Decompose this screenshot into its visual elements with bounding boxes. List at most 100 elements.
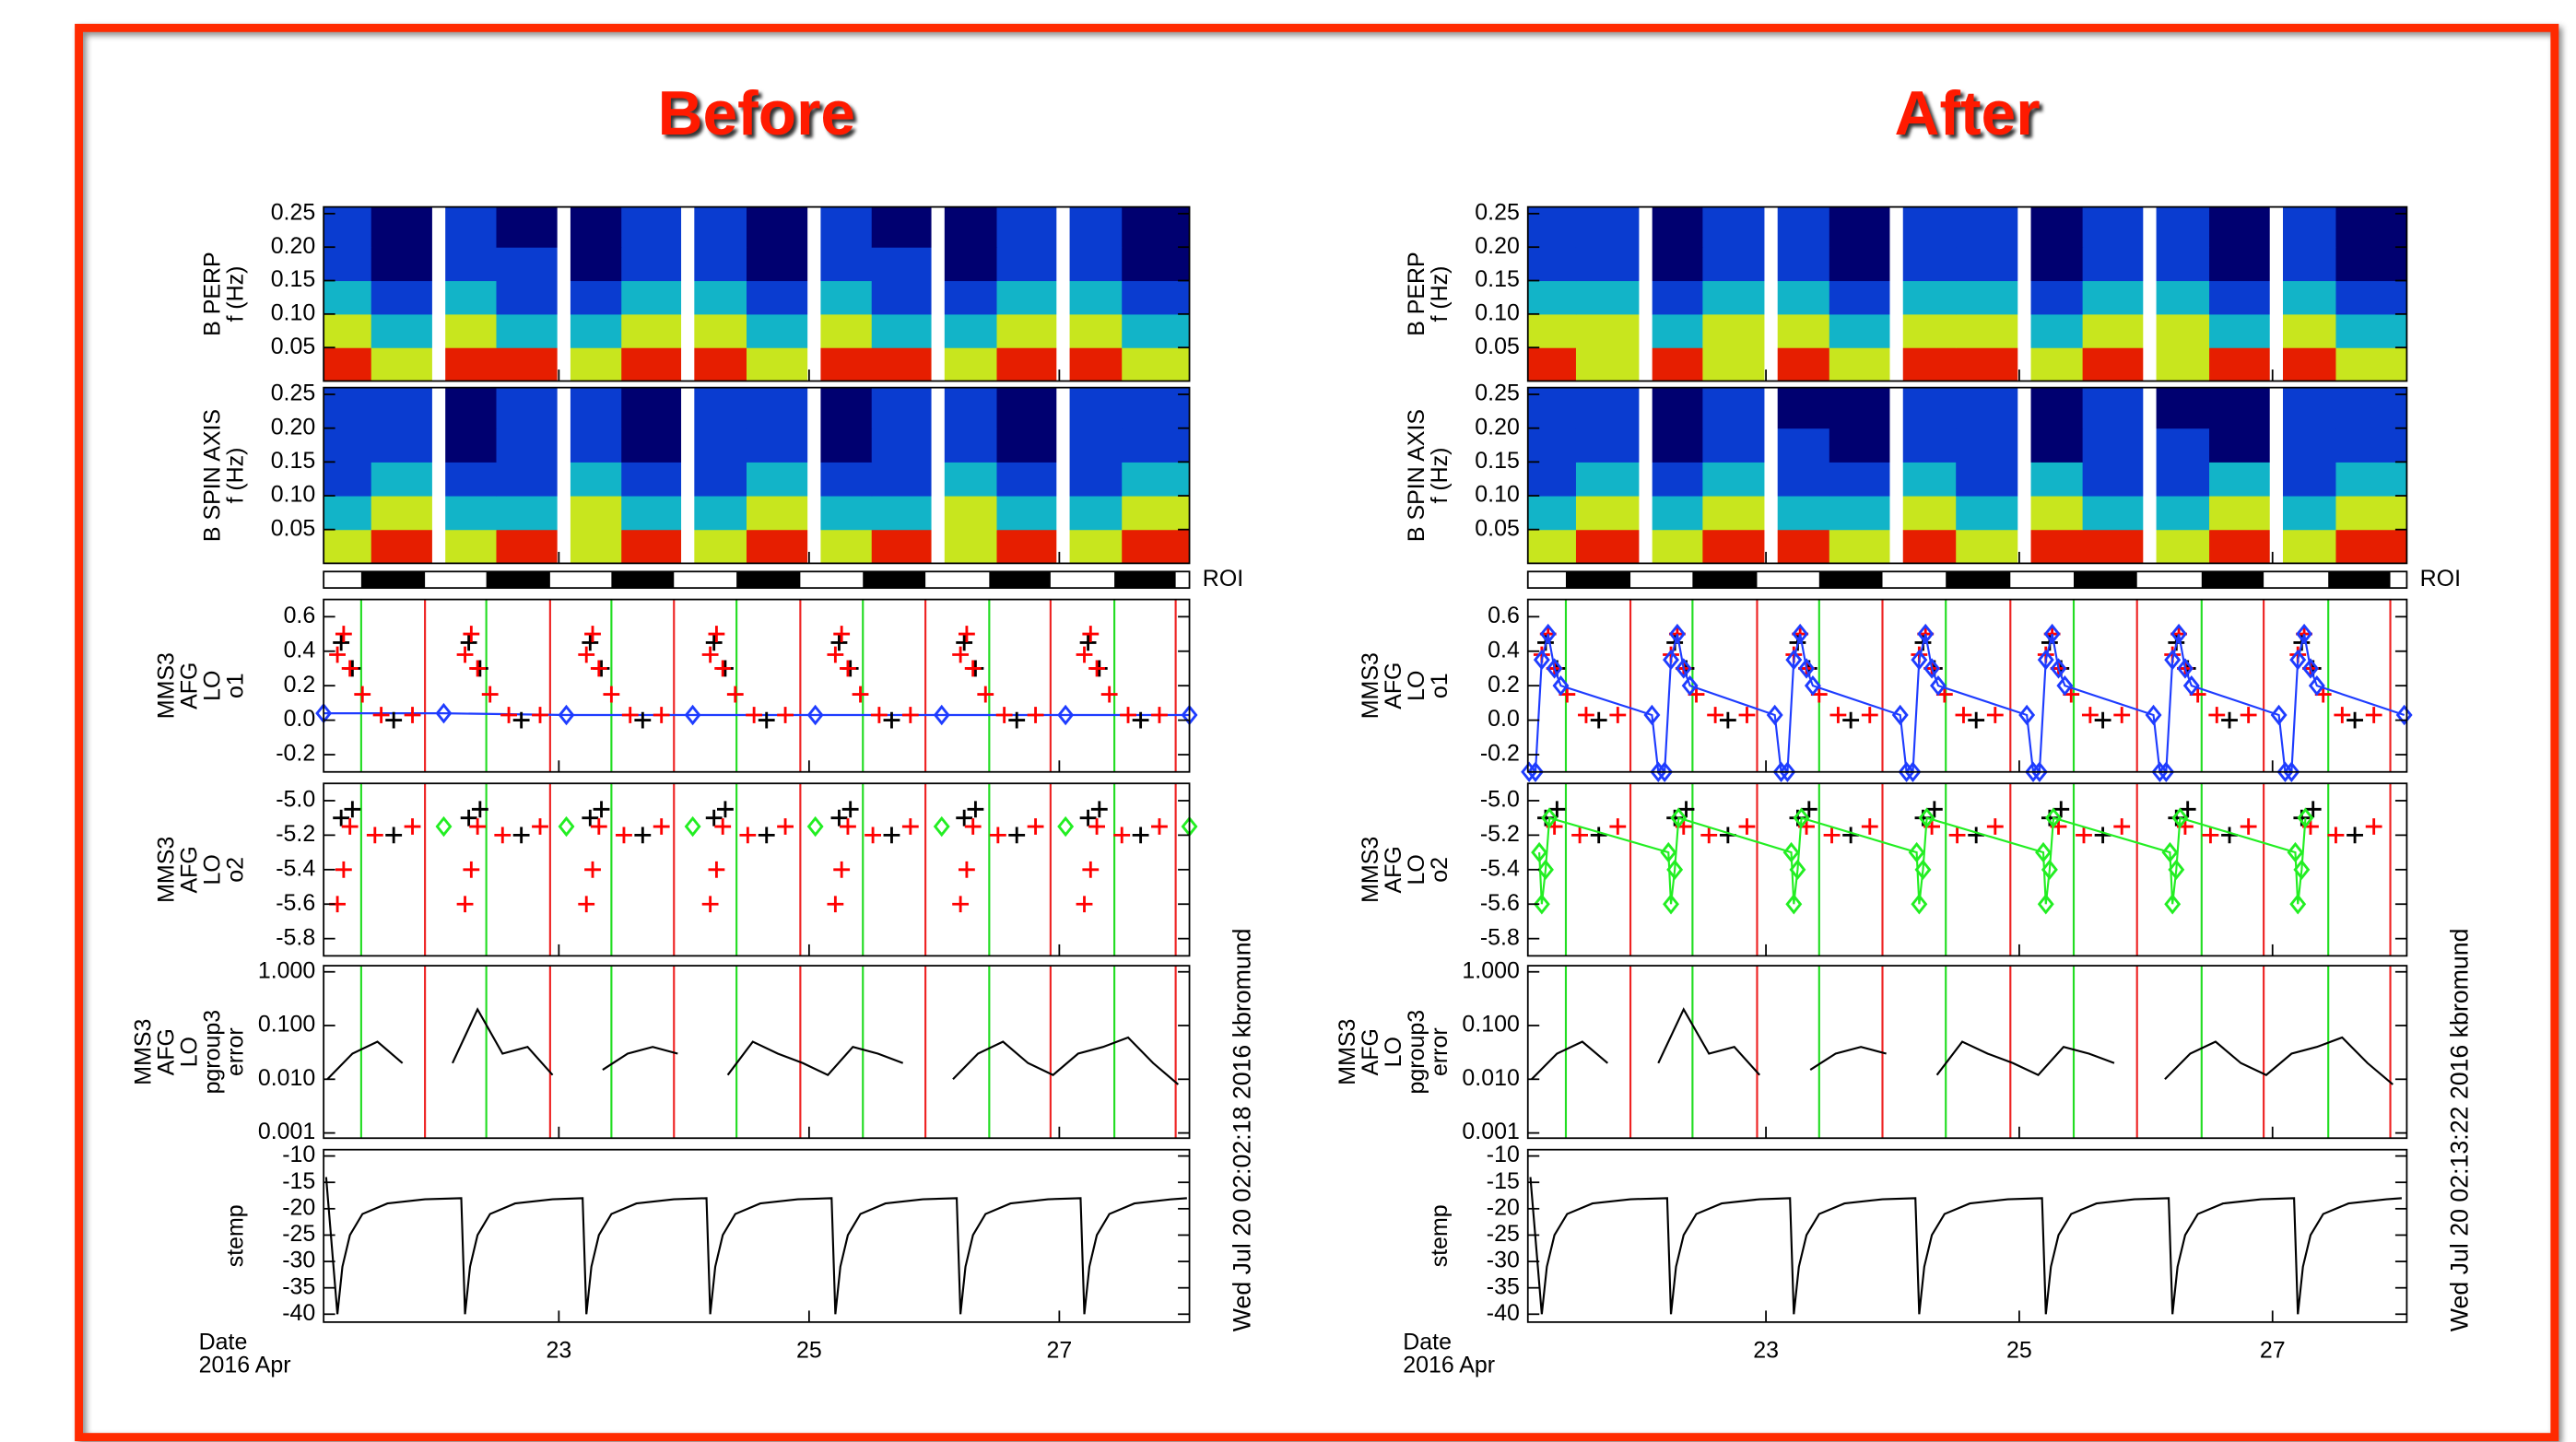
diamond-marker — [1779, 761, 1796, 782]
diamond-marker — [1552, 674, 1570, 697]
series-line — [1538, 816, 2307, 905]
diamond-marker — [1804, 674, 1821, 697]
y-tick-label: 0.010 — [1462, 1065, 1519, 1091]
heatmap-cell — [1702, 347, 1767, 382]
heatmap-cell — [684, 280, 747, 315]
plus-marker — [1590, 711, 1607, 729]
diamond-marker — [2289, 649, 2307, 671]
plus-marker — [593, 801, 610, 818]
data-gap — [431, 206, 446, 381]
heatmap-cell — [1122, 428, 1191, 463]
y-tick-label: 0.15 — [271, 448, 316, 474]
heatmap-cell — [371, 496, 435, 531]
y-axis-label: AFG — [176, 846, 202, 893]
diamond-marker — [1670, 807, 1688, 828]
heatmap-cell — [2335, 347, 2407, 382]
plus-marker — [701, 646, 719, 663]
heatmap-cell — [621, 313, 685, 348]
y-axis-label: pgroup3 — [199, 1010, 225, 1095]
plus-marker — [616, 827, 632, 844]
diamond-marker — [1531, 841, 1548, 863]
plus-marker — [2076, 827, 2092, 844]
plus-marker — [833, 626, 851, 642]
heatmap-cell — [2146, 347, 2210, 382]
heatmap-cell — [2209, 387, 2274, 429]
plus-marker — [995, 707, 1013, 723]
y-tick-label: 0.010 — [258, 1065, 315, 1091]
heatmap-cell — [2082, 387, 2147, 429]
heatmap-cell — [996, 280, 1060, 315]
plus-marker — [977, 686, 994, 703]
plus-marker — [460, 634, 477, 651]
y-tick-label: -5.0 — [276, 787, 315, 813]
diamond-marker — [1891, 704, 1909, 726]
plus-marker — [634, 827, 652, 844]
diamond-marker — [1789, 859, 1806, 881]
plus-marker — [532, 818, 548, 835]
plus-marker — [1955, 707, 1972, 723]
heatmap-cell — [2272, 280, 2336, 315]
heatmap-cell — [2335, 313, 2407, 348]
heatmap-cell — [2209, 428, 2274, 463]
heatmap-cell — [2082, 206, 2147, 248]
heatmap-cell — [2272, 206, 2336, 248]
heatmap-cell — [371, 280, 435, 315]
plus-marker — [827, 896, 844, 913]
heatmap-cell — [1892, 280, 1957, 315]
plus-marker — [746, 707, 763, 723]
y-axis-label: LO — [1404, 854, 1429, 885]
data-gap — [2017, 206, 2031, 381]
plus-marker — [2347, 827, 2363, 844]
heatmap-cell — [621, 347, 685, 382]
heatmap-cell — [871, 206, 935, 248]
y-axis-label: B PERP — [1404, 252, 1429, 335]
plus-marker — [1120, 707, 1136, 723]
plus-marker — [2365, 707, 2382, 723]
plus-marker — [2240, 818, 2257, 835]
data-gap — [1639, 206, 1653, 381]
data-gap — [557, 206, 570, 381]
heatmap-cell — [2209, 206, 2274, 248]
heatmap-cell — [871, 428, 935, 463]
heatmap-cell — [1575, 280, 1641, 315]
frame-border — [75, 23, 2559, 1442]
heatmap-cell — [1702, 496, 1767, 531]
heatmap-cell — [1702, 206, 1767, 248]
plus-marker — [959, 626, 975, 642]
y-axis-label: AFG — [1381, 846, 1406, 893]
plus-marker — [481, 686, 499, 703]
heatmap-cell — [496, 347, 559, 382]
diamond-marker — [1541, 807, 1559, 828]
y-tick-label: -5.2 — [276, 821, 315, 847]
heatmap-cell — [1575, 428, 1641, 463]
diamond-marker — [2308, 674, 2325, 697]
plus-marker — [590, 660, 607, 677]
diamond-marker — [1681, 674, 1699, 697]
y-tick-label: -5.8 — [276, 924, 315, 950]
plus-marker — [901, 707, 919, 723]
roi-bar — [2201, 571, 2264, 589]
data-gap — [807, 387, 821, 564]
y-tick-label: 0.20 — [1475, 233, 1520, 259]
plus-marker — [333, 809, 350, 827]
heatmap-cell — [2146, 428, 2210, 463]
heatmap-cell — [2146, 280, 2210, 315]
diamond-marker — [2025, 761, 2041, 782]
plus-marker — [708, 861, 725, 878]
data-gap — [2017, 387, 2031, 564]
plus-marker — [1986, 818, 2004, 835]
y-axis-label: error — [1427, 1027, 1453, 1076]
y-tick-label: -20 — [1487, 1194, 1520, 1220]
heatmap-cell — [746, 496, 810, 531]
heatmap-cell — [1829, 496, 1894, 531]
heatmap-cell — [1956, 247, 2020, 282]
roi-bar — [1114, 571, 1176, 589]
plus-marker — [827, 646, 844, 663]
plus-marker — [1677, 801, 1695, 818]
heatmap-cell — [621, 280, 685, 315]
plus-marker — [2221, 711, 2238, 729]
panel-frame — [323, 205, 1191, 382]
heatmap-cell — [496, 247, 559, 282]
plus-marker — [456, 646, 474, 663]
y-tick-label: 0.05 — [271, 515, 316, 541]
